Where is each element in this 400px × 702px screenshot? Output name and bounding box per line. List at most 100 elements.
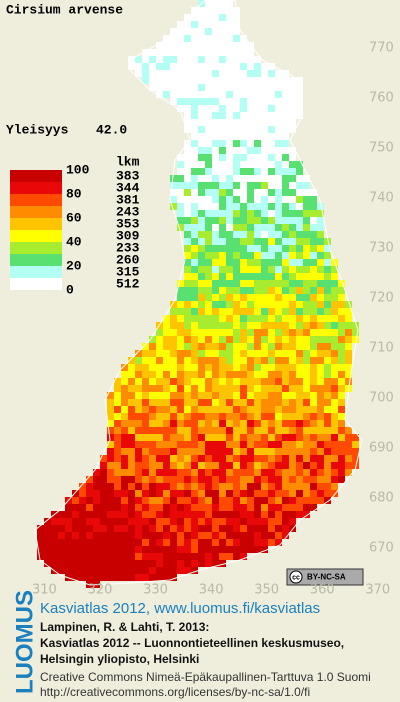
map-cell — [268, 196, 275, 203]
map-cell — [163, 518, 170, 525]
map-cell — [254, 56, 261, 63]
map-cell — [219, 546, 226, 553]
map-cell — [149, 560, 156, 567]
map-cell — [282, 434, 289, 441]
x-tick-label: 370 — [365, 583, 390, 598]
map-cell — [261, 84, 268, 91]
map-cell — [240, 448, 247, 455]
map-cell — [268, 462, 275, 469]
map-cell — [198, 168, 205, 175]
map-cell — [310, 413, 317, 420]
map-cell — [268, 504, 275, 511]
map-cell — [135, 399, 142, 406]
map-cell — [219, 378, 226, 385]
map-cell — [156, 532, 163, 539]
map-cell — [275, 154, 282, 161]
map-cell — [282, 266, 289, 273]
map-cell — [100, 483, 107, 490]
map-cell — [184, 175, 191, 182]
map-cell — [247, 287, 254, 294]
map-cell — [275, 126, 282, 133]
map-cell — [121, 497, 128, 504]
map-cell — [233, 203, 240, 210]
map-cell — [247, 392, 254, 399]
map-cell — [121, 420, 128, 427]
map-cell — [275, 357, 282, 364]
map-cell — [261, 168, 268, 175]
map-cell — [212, 455, 219, 462]
map-cell — [37, 539, 44, 546]
map-cell — [261, 154, 268, 161]
map-cell — [184, 567, 191, 574]
map-cell — [163, 420, 170, 427]
map-cell — [128, 476, 135, 483]
map-cell — [338, 357, 345, 364]
map-cell — [233, 385, 240, 392]
map-cell — [226, 14, 233, 21]
map-cell — [261, 224, 268, 231]
map-cell — [240, 504, 247, 511]
map-cell — [212, 217, 219, 224]
map-cell — [247, 77, 254, 84]
map-cell — [296, 357, 303, 364]
map-cell — [226, 350, 233, 357]
map-cell — [233, 490, 240, 497]
map-cell — [331, 469, 338, 476]
map-cell — [128, 392, 135, 399]
map-cell — [296, 378, 303, 385]
map-cell — [212, 0, 219, 7]
map-cell — [114, 399, 121, 406]
map-cell — [191, 497, 198, 504]
map-cell — [184, 161, 191, 168]
map-cell — [163, 56, 170, 63]
map-cell — [142, 448, 149, 455]
map-cell — [254, 301, 261, 308]
map-cell — [205, 413, 212, 420]
map-cell — [177, 294, 184, 301]
map-cell — [324, 364, 331, 371]
map-cell — [156, 371, 163, 378]
map-cell — [296, 336, 303, 343]
map-cell — [156, 448, 163, 455]
map-cell — [247, 525, 254, 532]
map-cell — [310, 504, 317, 511]
map-cell — [121, 490, 128, 497]
map-cell — [212, 357, 219, 364]
map-cell — [128, 462, 135, 469]
map-cell — [191, 217, 198, 224]
map-cell — [135, 70, 142, 77]
map-cell — [324, 238, 331, 245]
map-cell — [177, 504, 184, 511]
map-cell — [191, 357, 198, 364]
map-cell — [107, 392, 114, 399]
map-cell — [72, 567, 79, 574]
map-cell — [135, 392, 142, 399]
map-cell — [135, 420, 142, 427]
map-cell — [170, 399, 177, 406]
map-cell — [310, 231, 317, 238]
map-cell — [247, 280, 254, 287]
map-cell — [254, 483, 261, 490]
map-cell — [226, 518, 233, 525]
map-cell — [324, 483, 331, 490]
map-cell — [240, 294, 247, 301]
map-cell — [268, 294, 275, 301]
map-cell — [184, 343, 191, 350]
x-tick-label: 310 — [32, 583, 57, 598]
map-cell — [163, 476, 170, 483]
map-cell — [107, 490, 114, 497]
map-cell — [303, 378, 310, 385]
map-cell — [268, 301, 275, 308]
map-cell — [233, 140, 240, 147]
map-cell — [142, 392, 149, 399]
map-cell — [212, 511, 219, 518]
map-cell — [198, 210, 205, 217]
map-cell — [121, 553, 128, 560]
map-cell — [149, 546, 156, 553]
map-cell — [149, 406, 156, 413]
map-cell — [324, 245, 331, 252]
map-cell — [114, 504, 121, 511]
map-cell — [219, 280, 226, 287]
map-cell — [149, 490, 156, 497]
map-cell — [303, 231, 310, 238]
